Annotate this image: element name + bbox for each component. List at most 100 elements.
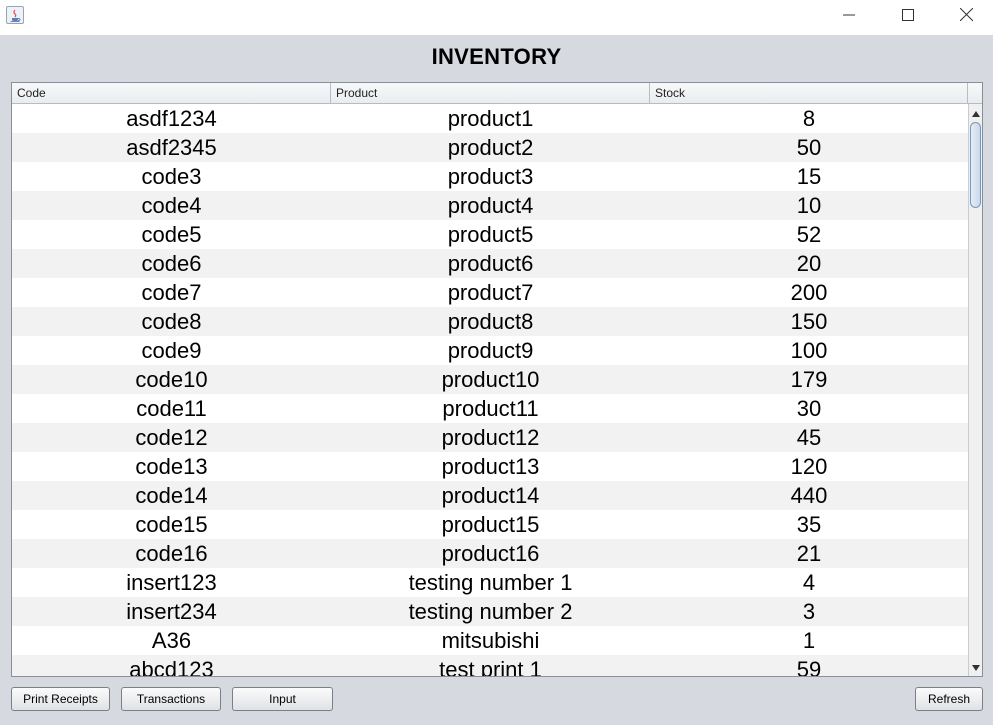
cell-code: insert234: [126, 599, 217, 624]
cell-product: product3: [447, 164, 534, 189]
cell-stock: 200: [790, 280, 828, 305]
table-row[interactable]: code3 product3 15: [12, 162, 968, 191]
cell-product: product16: [441, 541, 540, 566]
cell-code: asdf1234: [126, 106, 217, 131]
header-corner: [968, 83, 982, 103]
cell-product: product12: [441, 425, 540, 450]
table-row[interactable]: code12 product12 45: [12, 423, 968, 452]
cell-product: product1: [447, 106, 534, 131]
transactions-button[interactable]: Transactions: [121, 687, 221, 711]
java-icon[interactable]: [6, 6, 24, 24]
cell-product: product9: [447, 338, 534, 363]
cell-stock: 3: [802, 599, 816, 624]
cell-stock: 21: [796, 541, 822, 566]
vertical-scrollbar[interactable]: [968, 104, 982, 676]
table-row[interactable]: code16 product16 21: [12, 539, 968, 568]
cell-product: testing number 2: [408, 599, 573, 624]
cell-code: code7: [141, 280, 202, 305]
cell-stock: 120: [790, 454, 828, 479]
cell-code: code4: [141, 193, 202, 218]
cell-stock: 150: [790, 309, 828, 334]
cell-product: product7: [447, 280, 534, 305]
cell-stock: 30: [796, 396, 822, 421]
cell-stock: 4: [802, 570, 816, 595]
cell-code: asdf2345: [126, 135, 217, 160]
cell-stock: 1: [802, 628, 816, 653]
cell-code: code3: [141, 164, 202, 189]
cell-stock: 15: [796, 164, 822, 189]
cell-code: A36: [151, 628, 192, 653]
table-header: Code Product Stock: [12, 83, 982, 104]
table-row[interactable]: insert123 testing number 1 4: [12, 568, 968, 597]
cell-code: code9: [141, 338, 202, 363]
cell-code: code14: [135, 483, 208, 508]
cell-stock: 50: [796, 135, 822, 160]
table-row[interactable]: asdf1234 product1 8: [12, 104, 968, 133]
column-header-stock[interactable]: Stock: [650, 83, 968, 103]
cell-product: product2: [447, 135, 534, 160]
cell-stock: 59: [796, 657, 822, 676]
cell-product: product14: [441, 483, 540, 508]
cell-product: product8: [447, 309, 534, 334]
cell-product: product5: [447, 222, 534, 247]
table-row[interactable]: code13 product13 120: [12, 452, 968, 481]
table-row[interactable]: code11 product11 30: [12, 394, 968, 423]
table-row[interactable]: insert234 testing number 2 3: [12, 597, 968, 626]
cell-code: code8: [141, 309, 202, 334]
table-row[interactable]: code7 product7 200: [12, 278, 968, 307]
title-bar: [0, 0, 993, 35]
table-row[interactable]: code5 product5 52: [12, 220, 968, 249]
table-row[interactable]: abcd123 test print 1 59: [12, 655, 968, 676]
table-row[interactable]: asdf2345 product2 50: [12, 133, 968, 162]
input-button[interactable]: Input: [232, 687, 333, 711]
close-icon: [959, 7, 973, 26]
cell-stock: 10: [796, 193, 822, 218]
cell-stock: 440: [790, 483, 828, 508]
cell-stock: 52: [796, 222, 822, 247]
cell-code: code11: [136, 396, 207, 421]
cell-code: code13: [135, 454, 208, 479]
table-row[interactable]: code6 product6 20: [12, 249, 968, 278]
page-title: INVENTORY: [431, 44, 562, 69]
scroll-down-button[interactable]: [969, 660, 982, 674]
column-header-code[interactable]: Code: [12, 83, 331, 103]
cell-code: insert123: [126, 570, 217, 595]
maximize-button[interactable]: [879, 0, 937, 33]
table-body: asdf1234 product1 8 asdf2345 product2 50 code3…: [12, 104, 968, 676]
table-row[interactable]: code10 product10 179: [12, 365, 968, 394]
close-button[interactable]: [937, 0, 993, 33]
cell-stock: 179: [790, 367, 828, 392]
cell-code: code10: [135, 367, 208, 392]
scroll-up-button[interactable]: [969, 106, 982, 120]
table-row[interactable]: code8 product8 150: [12, 307, 968, 336]
minimize-button[interactable]: [820, 0, 878, 33]
cell-product: testing number 1: [408, 570, 573, 595]
print-receipts-button[interactable]: Print Receipts: [11, 687, 110, 711]
cell-code: code16: [135, 541, 208, 566]
cell-stock: 45: [796, 425, 822, 450]
cell-code: code15: [135, 512, 208, 537]
arrow-down-icon: [971, 658, 980, 676]
cell-stock: 8: [802, 106, 816, 131]
cell-product: product15: [441, 512, 540, 537]
table-row[interactable]: code15 product15 35: [12, 510, 968, 539]
cell-code: code6: [141, 251, 202, 276]
table-row[interactable]: code9 product9 100: [12, 336, 968, 365]
cell-product: product6: [447, 251, 534, 276]
cell-stock: 35: [796, 512, 822, 537]
cell-product: test print 1: [439, 657, 542, 676]
cell-stock: 100: [790, 338, 828, 363]
cell-code: code12: [135, 425, 208, 450]
column-header-product[interactable]: Product: [331, 83, 650, 103]
cell-code: code5: [141, 222, 202, 247]
refresh-button[interactable]: Refresh: [915, 687, 983, 711]
arrow-up-icon: [971, 104, 980, 122]
cell-product: product13: [441, 454, 540, 479]
table-row[interactable]: code4 product4 10: [12, 191, 968, 220]
table-row[interactable]: A36 mitsubishi 1: [12, 626, 968, 655]
table-row[interactable]: code14 product14 440: [12, 481, 968, 510]
scroll-thumb[interactable]: [970, 122, 981, 208]
cell-product: mitsubishi: [441, 628, 540, 653]
cell-code: abcd123: [129, 657, 214, 676]
cell-product: product10: [441, 367, 540, 392]
